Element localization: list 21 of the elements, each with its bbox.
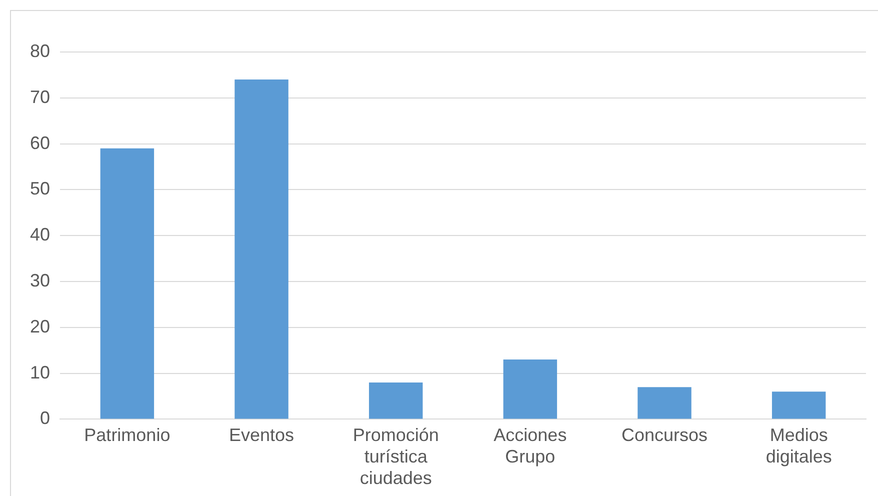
x-tick-label: Medios digitales <box>766 424 832 467</box>
y-tick-label: 10 <box>30 362 50 382</box>
bar <box>638 387 692 419</box>
bar <box>100 148 154 419</box>
x-tick-label: Patrimonio <box>84 424 170 445</box>
y-tick-label: 0 <box>40 408 50 428</box>
x-tick-label: Concursos <box>621 424 708 445</box>
y-tick-label: 50 <box>30 178 50 199</box>
x-tick-label: Promoción turística ciudades <box>352 424 439 488</box>
bar <box>234 80 288 419</box>
y-tick-label: 60 <box>30 132 50 153</box>
bar <box>772 392 826 419</box>
x-tick-label: Eventos <box>228 424 294 445</box>
bar <box>368 382 423 419</box>
x-tick-label: Acciones Grupo <box>494 424 567 467</box>
bar <box>503 360 558 419</box>
y-tick-label: 70 <box>30 86 50 107</box>
y-tick-label: 40 <box>30 224 50 245</box>
y-tick-label: 30 <box>30 270 50 290</box>
y-tick-label: 20 <box>30 316 50 336</box>
y-tick-label: 80 <box>30 40 50 61</box>
